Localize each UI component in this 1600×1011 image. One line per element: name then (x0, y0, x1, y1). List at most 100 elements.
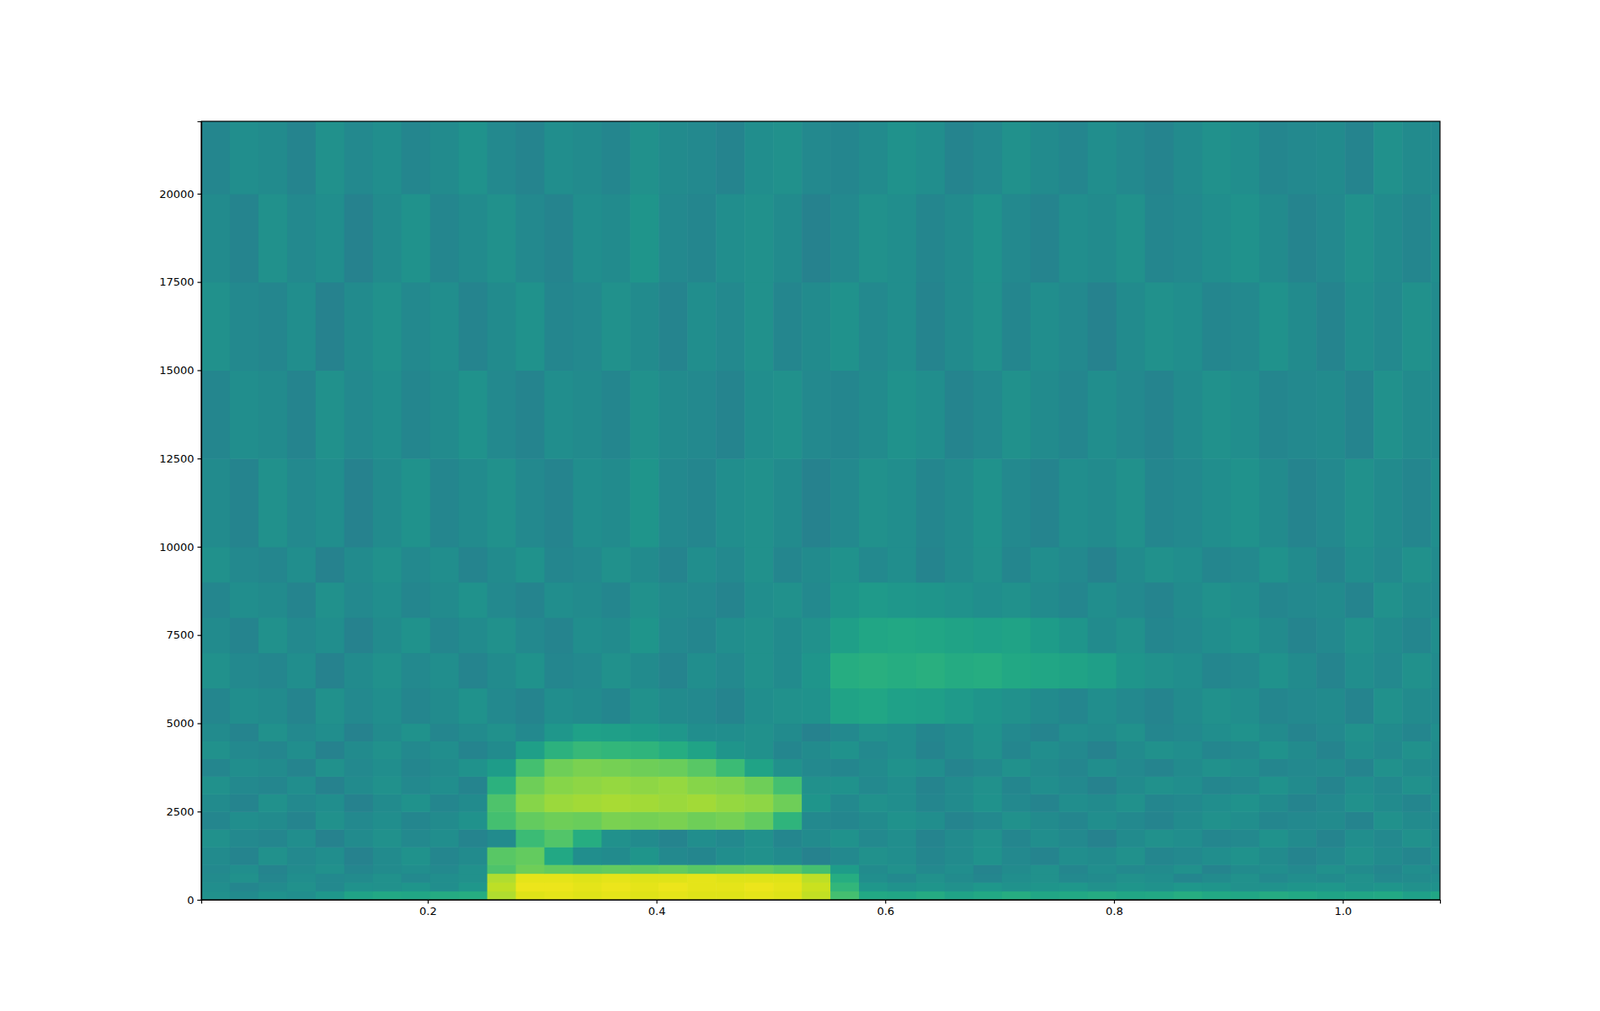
heatmap-cell (544, 757, 574, 777)
heatmap-cell (1287, 890, 1318, 900)
heatmap-cell (1430, 369, 1440, 459)
heatmap-cell (773, 864, 803, 874)
heatmap-cell (658, 775, 688, 795)
heatmap-cell (1402, 873, 1432, 883)
heatmap-cell (916, 775, 946, 795)
heatmap-cell (858, 581, 889, 619)
heatmap-cell (744, 846, 774, 865)
heatmap-cell (458, 740, 489, 759)
heatmap-cell (572, 282, 603, 371)
heatmap-cell (629, 881, 660, 891)
heatmap-cell (1173, 828, 1204, 848)
heatmap-cell (944, 282, 975, 371)
heatmap-cell (973, 282, 1003, 371)
heatmap-cell (944, 722, 975, 742)
heatmap-cell (1173, 890, 1204, 900)
heatmap-cell (887, 864, 918, 874)
heatmap-cell (1201, 652, 1232, 689)
heatmap-cell (315, 890, 346, 900)
heatmap-cell (658, 369, 688, 459)
heatmap-cell (1230, 873, 1260, 883)
heatmap-cell (1145, 881, 1175, 891)
heatmap-cell (715, 722, 746, 742)
heatmap-cell (487, 688, 518, 725)
heatmap-cell (1002, 121, 1032, 195)
heatmap-cell (1030, 546, 1061, 583)
heatmap-cell (401, 617, 432, 654)
tick-mark (197, 810, 203, 812)
heatmap-cell (1287, 828, 1318, 848)
heatmap-cell (1002, 581, 1032, 619)
heatmap-cell (773, 193, 803, 283)
heatmap-cell (658, 458, 688, 547)
heatmap-cell (858, 722, 889, 742)
heatmap-cell (373, 881, 403, 891)
heatmap-cell (1258, 828, 1289, 848)
heatmap-cell (801, 581, 832, 619)
heatmap-cell (687, 810, 717, 830)
heatmap-cell (858, 193, 889, 283)
heatmap-cell (373, 775, 403, 795)
heatmap-cell (773, 810, 803, 830)
heatmap-cell (601, 890, 631, 900)
heatmap-cell (1430, 846, 1440, 865)
heatmap-cell (1402, 846, 1432, 865)
heatmap-cell (887, 282, 918, 371)
heatmap-cell (1201, 793, 1232, 812)
heatmap-cell (629, 581, 660, 619)
heatmap-cell (973, 793, 1003, 812)
heatmap-cell (1030, 873, 1061, 883)
heatmap-cell (544, 740, 574, 759)
heatmap-cell (1059, 722, 1089, 742)
heatmap-cell (258, 617, 288, 654)
heatmap-cell (1430, 722, 1440, 742)
heatmap-cell (430, 282, 460, 371)
heatmap-cell (1402, 652, 1432, 689)
heatmap-cell (1344, 740, 1375, 759)
heatmap-cell (830, 873, 860, 883)
heatmap-cell (373, 617, 403, 654)
heatmap-cell (544, 890, 574, 900)
heatmap-cell (629, 793, 660, 812)
heatmap-cell (887, 617, 918, 654)
heatmap-cell (773, 688, 803, 725)
heatmap-cell (744, 793, 774, 812)
heatmap-cell (658, 828, 688, 848)
heatmap-cell (1059, 282, 1089, 371)
heatmap-cell (287, 617, 317, 654)
heatmap-cell (830, 828, 860, 848)
heatmap-cell (629, 121, 660, 195)
heatmap-cell (258, 864, 288, 874)
heatmap-cell (258, 757, 288, 777)
heatmap-cell (430, 757, 460, 777)
heatmap-cell (1002, 740, 1032, 759)
heatmap-cell (572, 740, 603, 759)
heatmap-cell (1002, 193, 1032, 283)
heatmap-cell (1402, 369, 1432, 459)
heatmap-cell (858, 740, 889, 759)
heatmap-cell (516, 740, 546, 759)
heatmap-cell (315, 617, 346, 654)
heatmap-cell (315, 121, 346, 195)
heatmap-cell (744, 722, 774, 742)
heatmap-cell (229, 121, 260, 195)
heatmap-cell (1173, 369, 1204, 459)
heatmap-cell (1030, 121, 1061, 195)
heatmap-cell (1344, 846, 1375, 865)
heatmap-cell (1145, 688, 1175, 725)
heatmap-cell (544, 282, 574, 371)
heatmap-cell (487, 581, 518, 619)
heatmap-cell (944, 193, 975, 283)
heatmap-cell (973, 881, 1003, 891)
heatmap-cell (1059, 458, 1089, 547)
heatmap-cell (887, 652, 918, 689)
heatmap-cell (887, 121, 918, 195)
heatmap-cell (229, 873, 260, 883)
heatmap-cell (344, 458, 374, 547)
heatmap-cell (315, 458, 346, 547)
heatmap-cell (401, 652, 432, 689)
heatmap-cell (973, 121, 1003, 195)
heatmap-cell (944, 369, 975, 459)
heatmap-cell (487, 864, 518, 874)
heatmap-cell (1430, 864, 1440, 874)
